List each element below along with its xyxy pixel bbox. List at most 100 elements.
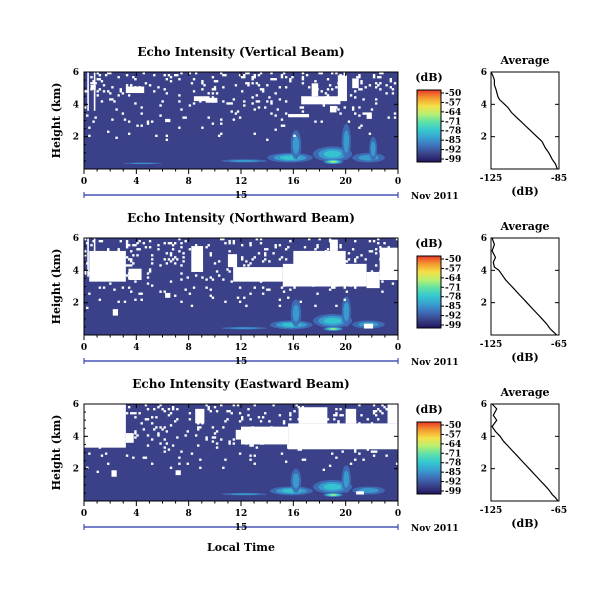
data-gap bbox=[282, 72, 286, 75]
echo-region bbox=[323, 317, 342, 324]
data-gap bbox=[282, 124, 286, 127]
colorbar-tick-label: -64 bbox=[445, 274, 461, 284]
data-gap bbox=[121, 286, 125, 289]
data-gap bbox=[370, 450, 374, 453]
data-gap bbox=[175, 470, 181, 476]
data-gap bbox=[245, 72, 248, 75]
data-gap bbox=[201, 80, 204, 83]
x-tick-label: 16 bbox=[287, 343, 300, 353]
data-gap bbox=[148, 270, 152, 273]
data-gap bbox=[107, 90, 110, 93]
data-gap bbox=[381, 280, 384, 283]
data-gap bbox=[249, 242, 252, 245]
data-gap bbox=[205, 404, 208, 407]
data-gap bbox=[125, 433, 134, 443]
data-gap bbox=[299, 300, 303, 303]
profile-frame bbox=[490, 403, 560, 502]
data-gap bbox=[251, 96, 254, 99]
data-gap bbox=[150, 120, 154, 123]
data-gap bbox=[222, 86, 225, 89]
data-gap bbox=[84, 238, 87, 241]
data-gap bbox=[211, 436, 215, 439]
data-gap bbox=[125, 86, 145, 94]
data-gap bbox=[245, 260, 248, 263]
data-gap bbox=[125, 264, 129, 267]
data-gap bbox=[288, 423, 398, 450]
data-gap bbox=[360, 414, 363, 417]
data-gap bbox=[257, 100, 261, 103]
data-gap bbox=[243, 74, 246, 77]
data-gap bbox=[130, 412, 133, 415]
data-gap bbox=[153, 428, 156, 431]
data-gap bbox=[343, 298, 346, 301]
data-gap bbox=[157, 248, 160, 251]
data-gap bbox=[86, 466, 89, 469]
data-gap bbox=[387, 404, 398, 424]
data-gap bbox=[96, 78, 99, 81]
data-gap bbox=[261, 292, 265, 295]
data-gap bbox=[215, 442, 219, 445]
panel-2: Echo Intensity (Eastward Beam) Height (km… bbox=[50, 377, 567, 554]
data-gap bbox=[331, 286, 334, 289]
x-tick-label: 16 bbox=[287, 509, 300, 519]
data-gap bbox=[123, 118, 127, 121]
data-gap bbox=[215, 410, 219, 413]
data-gap bbox=[370, 422, 374, 425]
data-gap bbox=[282, 290, 286, 293]
data-gap bbox=[125, 274, 129, 277]
data-gap bbox=[140, 124, 143, 127]
echo-region bbox=[230, 159, 259, 162]
data-gap bbox=[220, 122, 223, 125]
colorbar-tick-label: -71 bbox=[445, 283, 461, 293]
data-gap bbox=[243, 296, 246, 299]
data-gap bbox=[180, 242, 183, 245]
y-tick-label: 6 bbox=[73, 400, 79, 410]
data-gap bbox=[100, 240, 104, 243]
data-gap bbox=[207, 408, 210, 411]
data-gap bbox=[274, 92, 277, 95]
data-gap bbox=[374, 252, 378, 255]
data-gap bbox=[142, 456, 146, 459]
echo-region bbox=[343, 470, 350, 488]
echo-region bbox=[292, 473, 300, 489]
data-gap bbox=[377, 238, 380, 241]
data-gap bbox=[331, 452, 334, 455]
data-gap bbox=[213, 80, 217, 83]
data-gap bbox=[109, 98, 112, 101]
data-gap bbox=[115, 108, 118, 111]
data-gap bbox=[209, 294, 212, 297]
data-gap bbox=[249, 454, 252, 457]
data-gap bbox=[274, 244, 277, 247]
data-gap bbox=[289, 288, 292, 291]
data-gap bbox=[176, 436, 179, 439]
data-gap bbox=[127, 258, 131, 261]
data-gap bbox=[372, 74, 376, 77]
data-gap bbox=[201, 126, 204, 129]
data-gap bbox=[241, 426, 289, 445]
data-gap bbox=[374, 414, 378, 417]
data-gap bbox=[174, 294, 177, 297]
data-gap bbox=[227, 254, 238, 268]
y-tick-label: 2 bbox=[73, 133, 79, 143]
data-gap bbox=[90, 84, 96, 90]
data-gap bbox=[351, 108, 355, 111]
data-gap bbox=[125, 74, 129, 77]
echo-regions bbox=[221, 296, 385, 331]
data-gap bbox=[90, 82, 93, 85]
data-gap bbox=[159, 426, 162, 429]
data-gap bbox=[368, 240, 372, 243]
data-gap bbox=[159, 404, 162, 407]
data-gap bbox=[238, 412, 242, 415]
data-gap bbox=[301, 76, 305, 79]
data-gap bbox=[347, 252, 351, 255]
x-tick-label: 12 bbox=[235, 343, 248, 353]
data-gap bbox=[268, 420, 271, 423]
y-tick-label: 2 bbox=[73, 465, 79, 475]
echo-region bbox=[323, 150, 342, 158]
data-gap bbox=[374, 102, 378, 105]
data-gap bbox=[119, 88, 122, 91]
data-gap bbox=[374, 410, 378, 413]
data-gap bbox=[301, 406, 305, 409]
data-gap bbox=[343, 74, 346, 77]
